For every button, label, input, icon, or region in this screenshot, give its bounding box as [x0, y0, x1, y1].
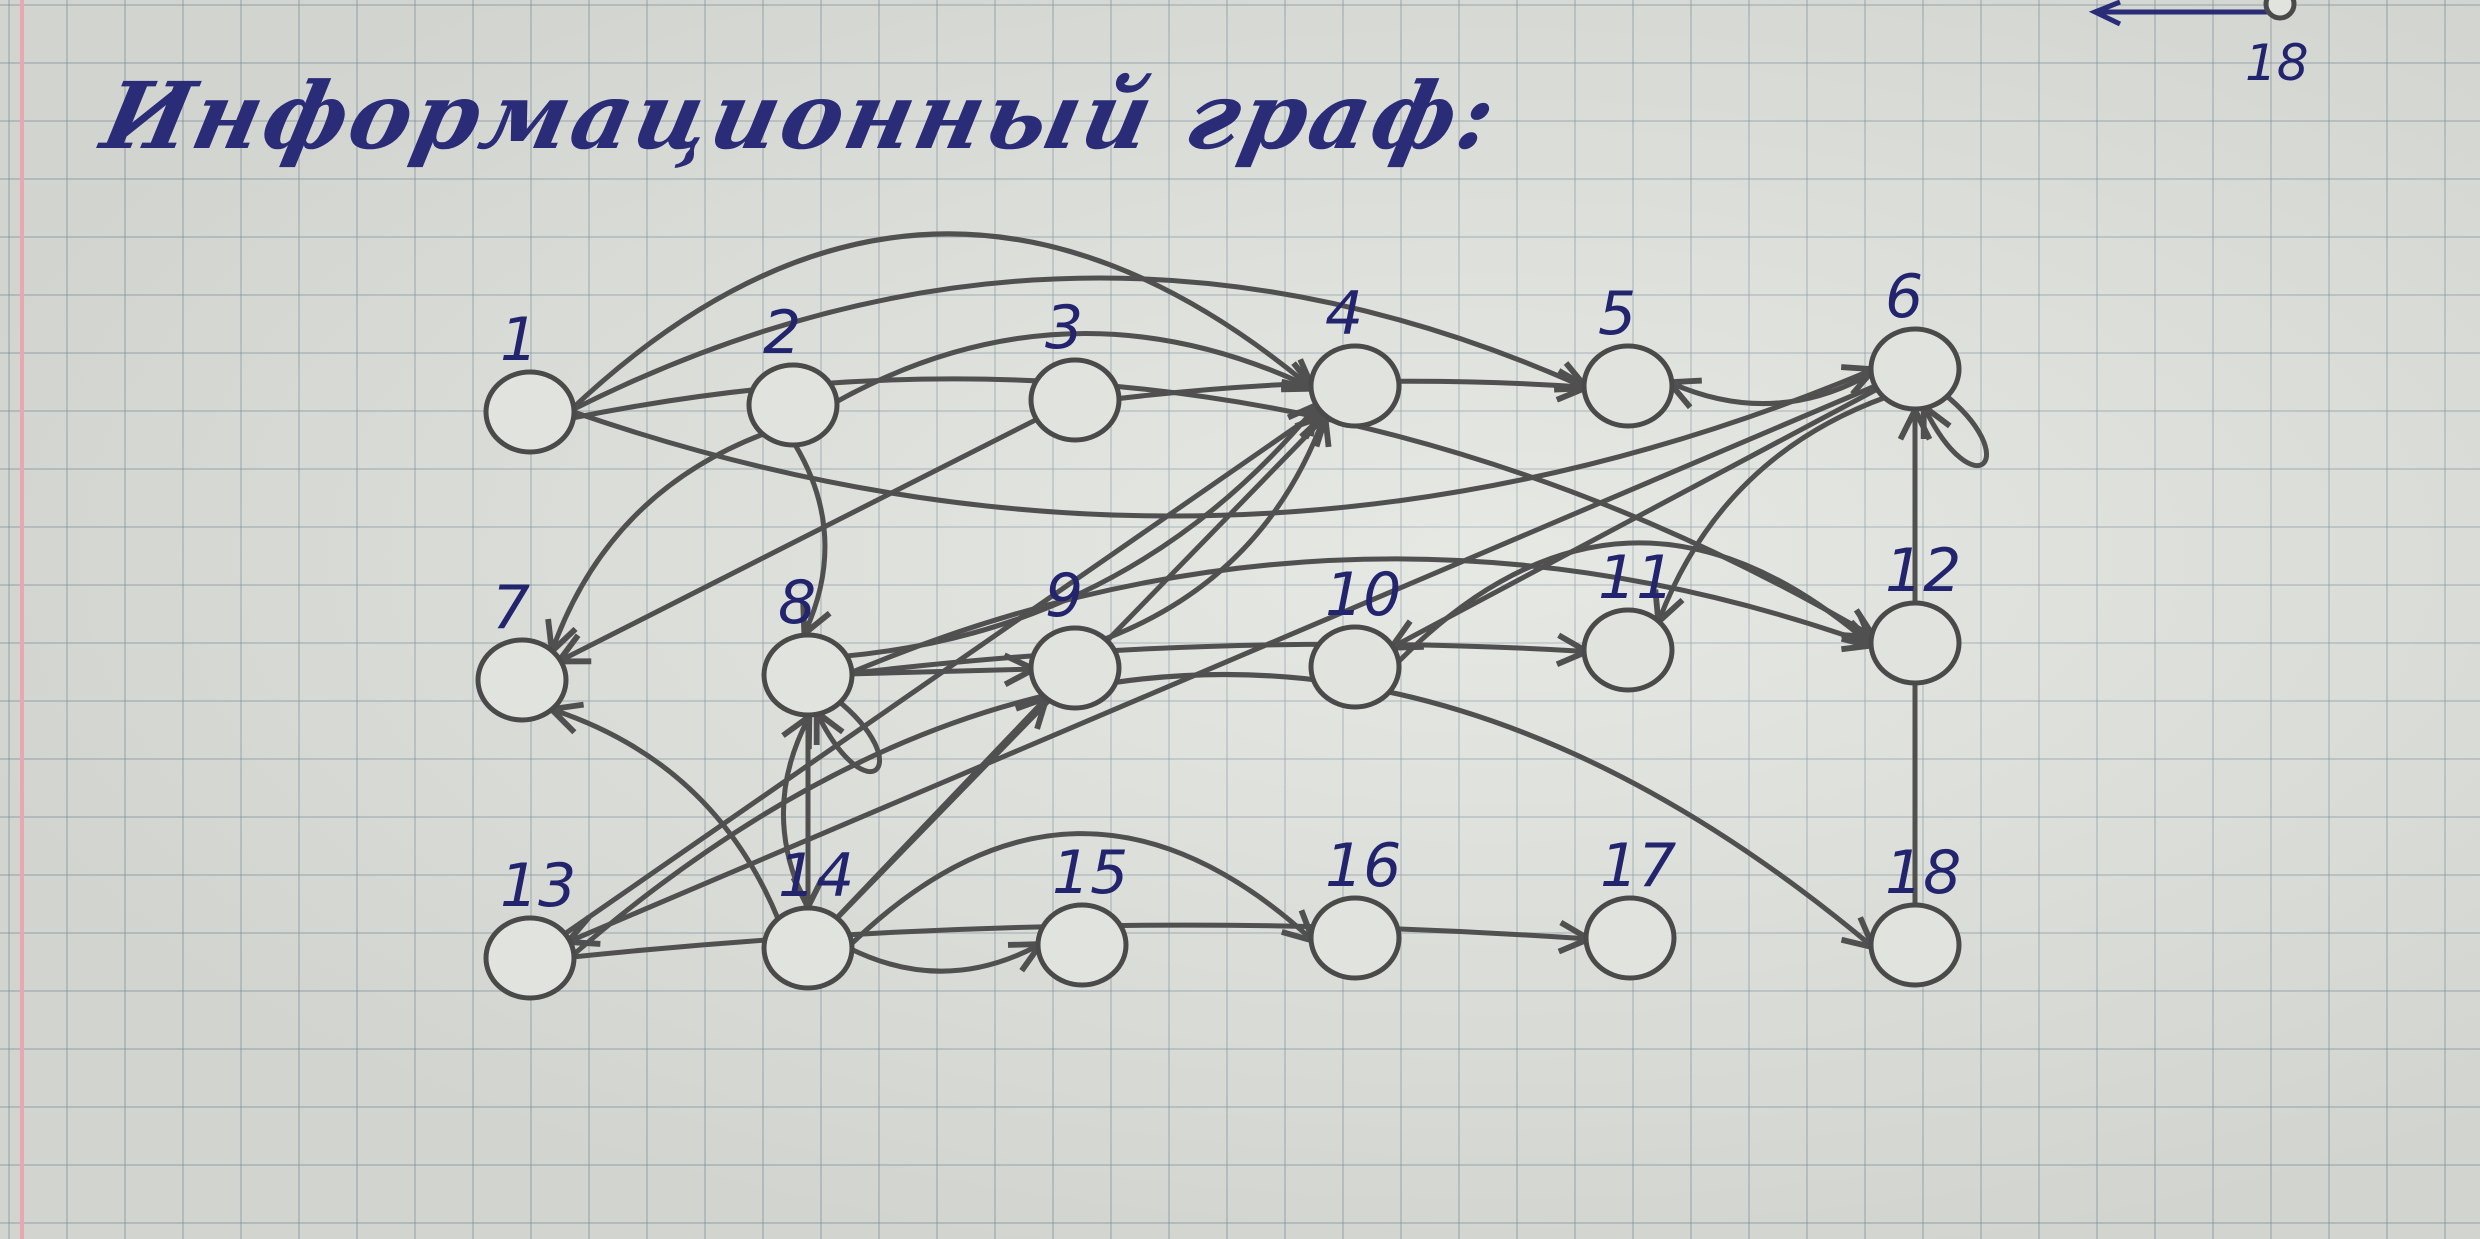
edge-10-12 [1392, 540, 1871, 668]
edge-14-16 [845, 831, 1311, 950]
node-9 [1028, 625, 1122, 711]
node-label-6: 6 [1885, 262, 1923, 332]
edge-1-4 [567, 231, 1311, 414]
node-4 [1308, 343, 1402, 429]
edge-13-4 [560, 411, 1319, 938]
edge-14-9 [833, 700, 1045, 922]
edge-6-13 [570, 382, 1881, 941]
node-14 [761, 905, 855, 991]
node-1 [483, 369, 577, 455]
node-7 [475, 637, 569, 723]
edge-2-8 [792, 442, 825, 631]
node-3 [1028, 357, 1122, 443]
edge-6-11 [1659, 394, 1889, 619]
edge-9-4 [1100, 417, 1324, 643]
node-label-16: 16 [1325, 831, 1401, 901]
node-label-13: 13 [500, 851, 576, 921]
node-label-3: 3 [1045, 293, 1083, 363]
edge-8-12 [845, 556, 1871, 677]
node-label-5: 5 [1598, 279, 1636, 349]
node-label-12: 12 [1885, 536, 1961, 606]
edge-6-5 [1672, 368, 1878, 403]
node-5 [1581, 343, 1675, 429]
node-label-7: 7 [492, 573, 530, 643]
node-label-18: 18 [1885, 838, 1961, 908]
edge-3-7 [561, 415, 1042, 660]
corner-node-label: 18 [2245, 34, 2309, 92]
node-label-9: 9 [1045, 561, 1083, 631]
corner-arrow [2088, 0, 2275, 27]
node-13 [483, 915, 577, 1001]
edge-1-6 [567, 370, 1871, 519]
edge-2-7 [553, 430, 768, 648]
edge-14-8 [781, 719, 808, 911]
node-label-2: 2 [763, 298, 801, 368]
node-11 [1581, 607, 1675, 693]
corner-fragment: 18 [2088, 0, 2309, 92]
edge-13-18 [567, 672, 1871, 961]
node-17 [1583, 895, 1677, 981]
node-label-11: 11 [1598, 543, 1674, 613]
edge-1-5 [567, 275, 1584, 414]
node-label-17: 17 [1600, 831, 1676, 901]
node-label-4: 4 [1325, 279, 1363, 349]
node-8 [761, 632, 855, 718]
edge-14-7 [554, 710, 782, 924]
node-label-15: 15 [1052, 838, 1128, 908]
node-10 [1308, 624, 1402, 710]
node-16 [1308, 895, 1402, 981]
node-15 [1035, 902, 1129, 988]
node-18 [1868, 902, 1962, 988]
node-label-14: 14 [778, 841, 854, 911]
node-label-1: 1 [500, 305, 538, 375]
margin-line [20, 0, 24, 1239]
node-label-8: 8 [778, 568, 816, 638]
node-label-10: 10 [1325, 560, 1401, 630]
corner-node [2263, 0, 2297, 21]
edge-14-15 [845, 945, 1038, 974]
node-2 [746, 362, 840, 448]
edge-6-6 [1925, 390, 1989, 469]
node-6 [1868, 326, 1962, 412]
node-12 [1868, 600, 1962, 686]
edge-2-4 [830, 331, 1311, 407]
edge-6-10 [1394, 385, 1883, 647]
